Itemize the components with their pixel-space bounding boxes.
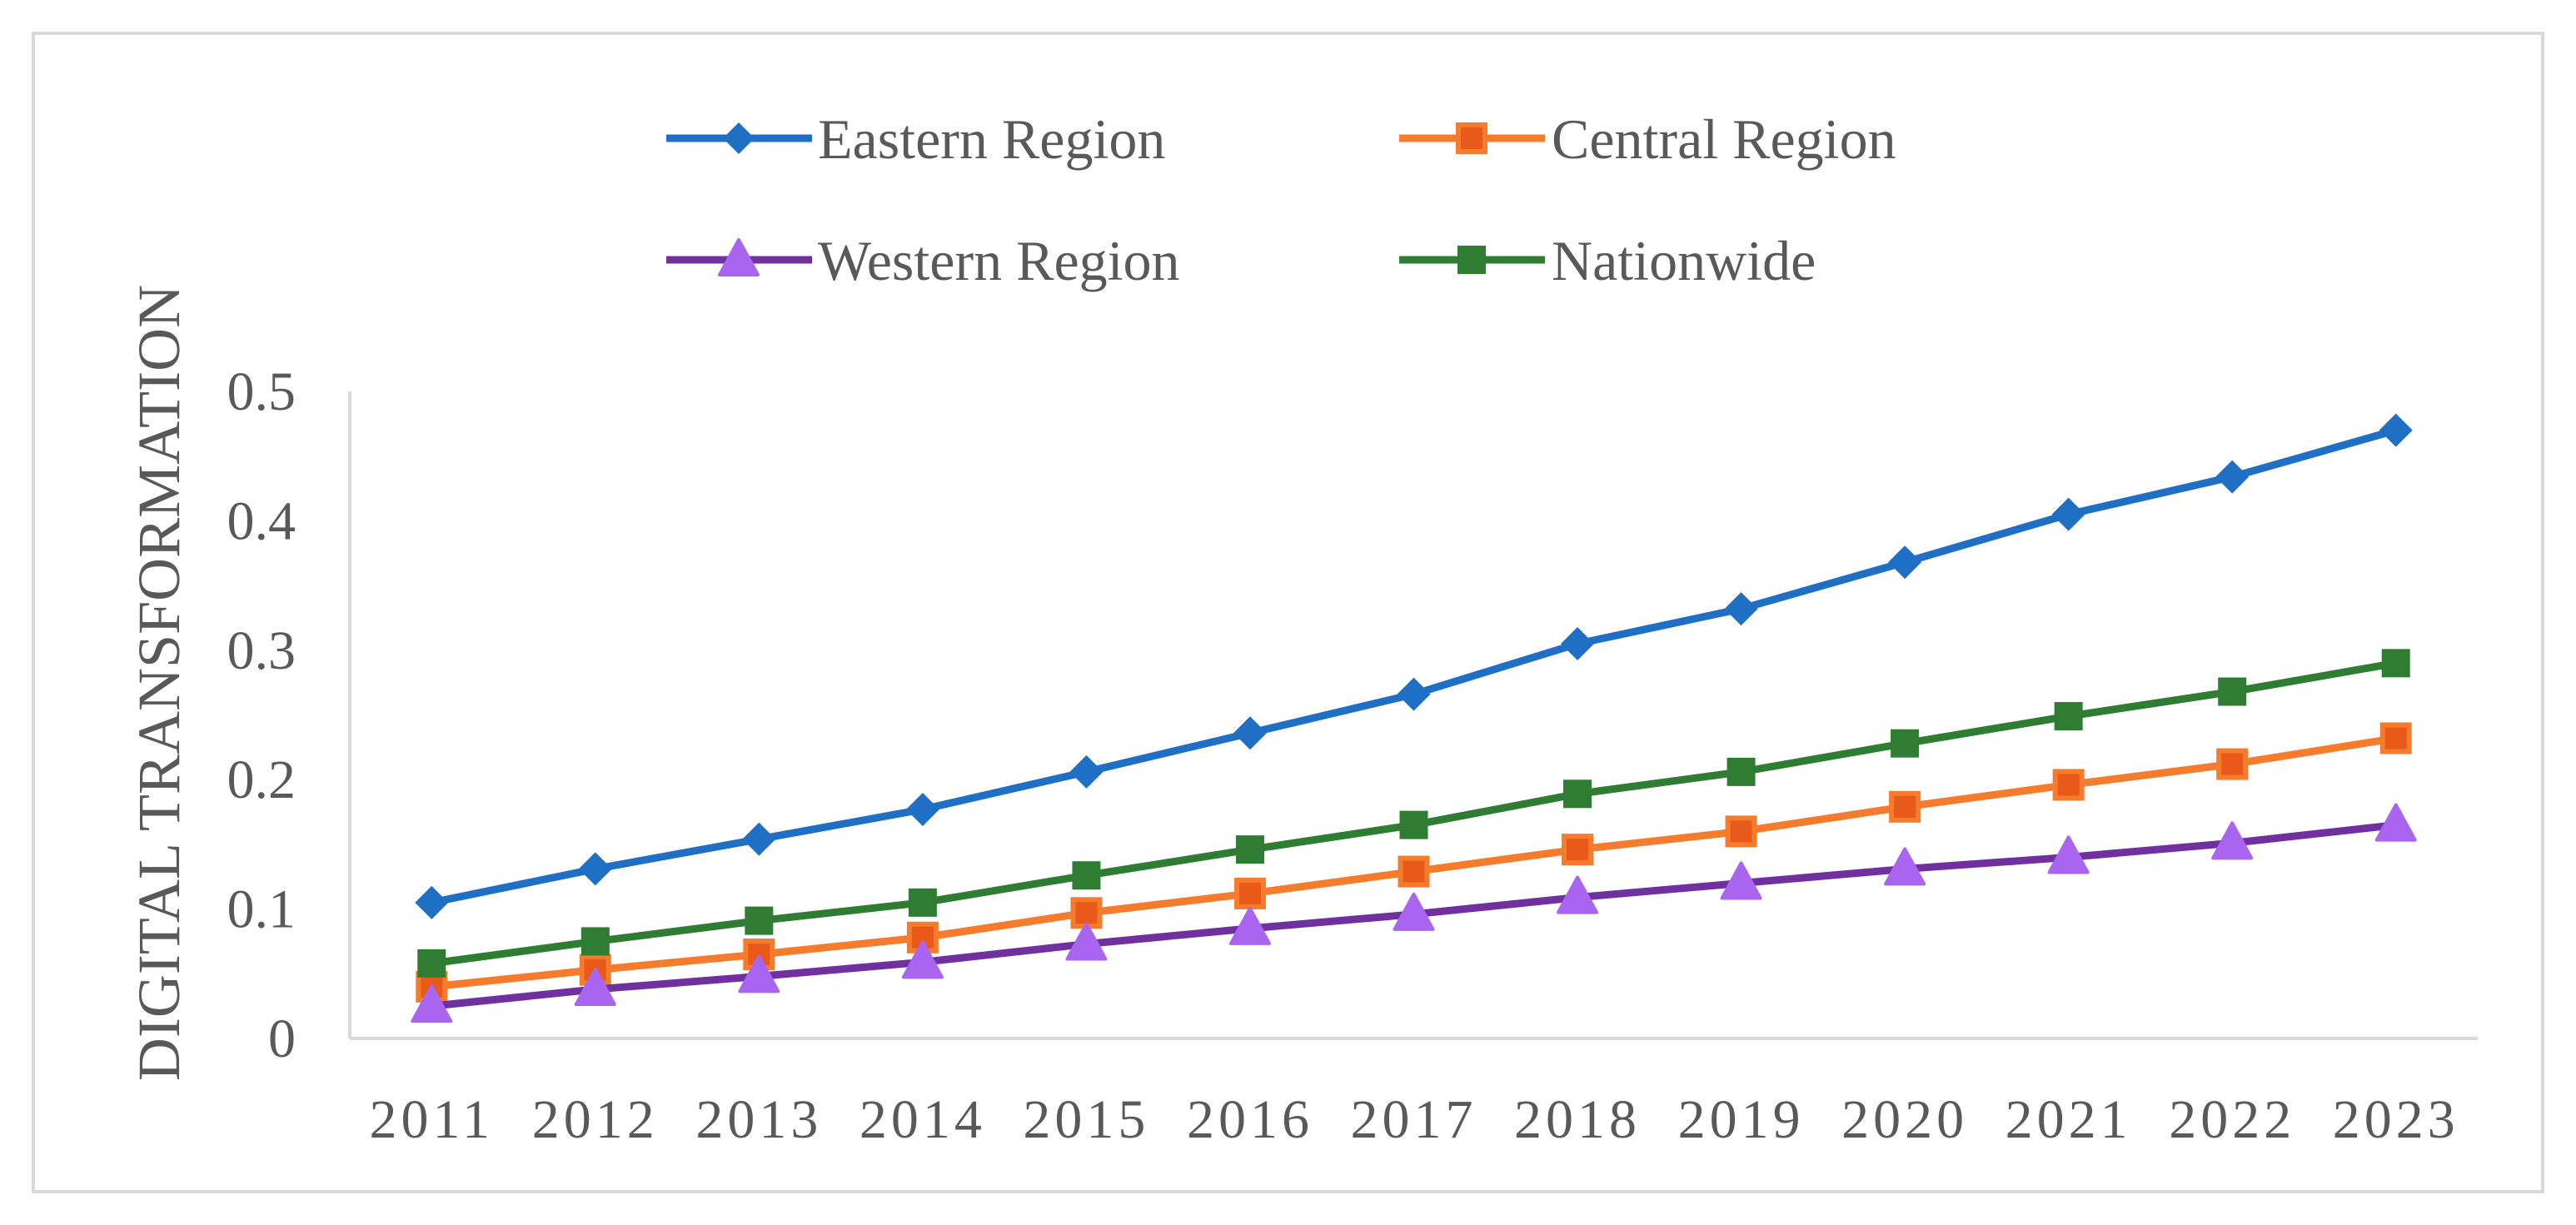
x-tick-label: 2021 xyxy=(2005,1089,2132,1150)
legend: Eastern Region Central Region Western Re… xyxy=(666,107,1896,292)
data-point-square xyxy=(1233,877,1266,909)
legend-item-central-region: Central Region xyxy=(1399,107,1896,171)
data-point-diamond xyxy=(415,885,449,919)
y-axis-title: DIGITAL TRANSFORMATION xyxy=(126,285,192,1081)
data-point-diamond xyxy=(742,822,776,856)
data-point-triangle xyxy=(2047,835,2090,874)
legend-item-nationwide: Nationwide xyxy=(1399,229,1816,292)
data-point-square xyxy=(2379,722,2412,754)
data-point-triangle xyxy=(1557,875,1599,914)
data-point-square xyxy=(2052,769,2085,801)
data-point-square xyxy=(1726,757,1756,786)
y-tick-label: 0.1 xyxy=(227,879,296,940)
data-point-square xyxy=(2216,748,2249,780)
data-point-triangle xyxy=(738,954,780,993)
series-nationwide xyxy=(417,649,2410,978)
y-tick-label: 0.3 xyxy=(227,620,296,681)
legend-square-marker-orange xyxy=(1456,122,1487,154)
data-point-square xyxy=(1070,897,1103,929)
series-layer xyxy=(411,413,2417,1023)
data-point-diamond xyxy=(578,852,612,886)
legend-item-eastern-region: Eastern Region xyxy=(666,107,1165,171)
legend-item-western-region: Western Region xyxy=(666,229,1180,292)
x-tick-label: 2018 xyxy=(1514,1089,1641,1150)
chart-frame xyxy=(32,32,2544,1193)
legend-triangle-marker xyxy=(718,238,760,276)
data-point-triangle xyxy=(1720,861,1762,900)
y-tick-label: 0.4 xyxy=(227,490,296,551)
data-point-diamond xyxy=(1724,592,1758,626)
data-point-diamond xyxy=(1888,545,1922,580)
x-tick-label: 2017 xyxy=(1351,1089,1477,1150)
data-point-diamond xyxy=(1069,754,1104,789)
data-point-diamond xyxy=(2379,413,2413,447)
x-tick-label: 2014 xyxy=(859,1089,986,1150)
data-point-triangle xyxy=(901,940,944,979)
y-tick-label: 0.2 xyxy=(227,749,296,810)
x-tick-labels: 2011 2012 2013 2014 2015 2016 2017 2018 2019 2020… xyxy=(369,1089,2459,1150)
x-tick-label: 2011 xyxy=(369,1089,494,1150)
legend-square-marker-green xyxy=(1457,246,1486,274)
y-tick-labels: 0 0.1 0.2 0.3 0.4 0.5 xyxy=(227,361,296,1069)
y-tick-label: 0 xyxy=(268,1008,296,1069)
series-eastern-region xyxy=(415,413,2413,919)
data-point-triangle xyxy=(1065,922,1108,961)
legend-label-western: Western Region xyxy=(818,229,1180,292)
data-point-triangle xyxy=(574,967,616,1006)
data-point-triangle xyxy=(1228,906,1271,945)
legend-label-nationwide: Nationwide xyxy=(1552,229,1816,292)
data-point-triangle xyxy=(1393,892,1435,931)
x-tick-label: 2019 xyxy=(1678,1089,1805,1150)
data-point-square xyxy=(1562,834,1594,866)
data-point-square xyxy=(2054,702,2083,731)
x-tick-label: 2020 xyxy=(1841,1089,1968,1150)
data-point-square xyxy=(417,949,446,978)
data-point-square xyxy=(1399,810,1428,839)
series-western-region xyxy=(411,803,2417,1023)
data-point-square xyxy=(1889,790,1921,823)
data-point-diamond xyxy=(2215,460,2250,494)
data-point-triangle xyxy=(2211,821,2254,860)
y-tick-label: 0.5 xyxy=(227,361,296,422)
legend-label-eastern: Eastern Region xyxy=(818,107,1165,171)
data-point-square xyxy=(1725,815,1757,848)
series-central-region xyxy=(416,722,2412,1003)
data-point-square xyxy=(1563,779,1592,809)
x-tick-label: 2015 xyxy=(1023,1089,1149,1150)
data-point-triangle xyxy=(2374,803,2417,842)
data-point-diamond xyxy=(1397,677,1431,711)
data-point-square xyxy=(1398,855,1430,888)
x-tick-label: 2023 xyxy=(2333,1089,2459,1150)
data-point-diamond xyxy=(905,792,939,826)
data-point-square xyxy=(2381,649,2410,678)
data-point-square xyxy=(1891,729,1920,758)
data-point-diamond xyxy=(2051,497,2085,531)
x-tick-label: 2012 xyxy=(532,1089,659,1150)
data-point-square xyxy=(745,906,774,935)
x-tick-label: 2013 xyxy=(695,1089,822,1150)
legend-diamond-marker xyxy=(723,122,755,154)
data-point-triangle xyxy=(1884,847,1926,886)
data-point-triangle xyxy=(411,984,453,1023)
data-point-diamond xyxy=(1561,627,1595,661)
data-point-square xyxy=(908,888,937,917)
data-point-square xyxy=(1235,835,1264,864)
data-point-square xyxy=(1072,861,1101,890)
x-tick-label: 2016 xyxy=(1187,1089,1313,1150)
legend-label-central: Central Region xyxy=(1552,107,1896,171)
data-point-square xyxy=(580,927,610,956)
data-point-diamond xyxy=(1233,716,1267,750)
data-point-square xyxy=(2218,677,2247,706)
x-tick-label: 2022 xyxy=(2169,1089,2295,1150)
